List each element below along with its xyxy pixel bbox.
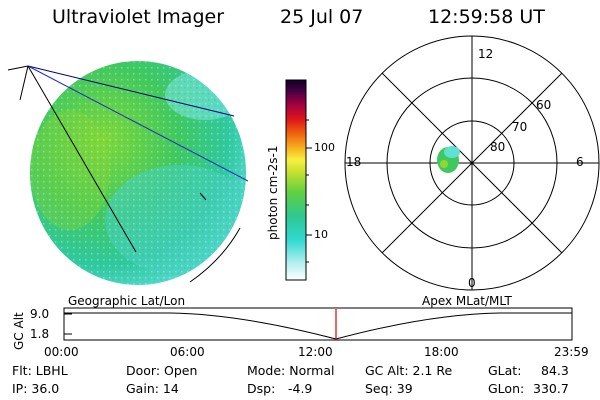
timeline-xtick-0000: 00:00 (44, 345, 79, 359)
info-dsp-value: -4.9 (288, 381, 313, 396)
polar-aurora-blob (437, 146, 460, 173)
colorbar-tick-10: 10 (314, 228, 328, 241)
info-mode: Mode: Normal (247, 363, 335, 378)
colorbar (285, 79, 312, 281)
timeline-xtick-1800: 18:00 (424, 345, 459, 359)
timeline-xtick-1200: 12:00 (298, 345, 333, 359)
info-dsp-label: Dsp: (247, 381, 276, 396)
info-glat-value: 84.3 (541, 363, 569, 378)
lat-label-60: 60 (536, 98, 552, 112)
info-flt: Flt: LBHL (12, 363, 68, 378)
colorbar-tick-100: 100 (314, 141, 335, 154)
colorbar-unit-label: photon cm-2s-1 (266, 145, 280, 241)
mlt-label-6: 6 (576, 155, 584, 169)
lat-label-70: 70 (512, 120, 528, 134)
info-glon-label: GLon: (488, 381, 525, 396)
timeline-right-title: Apex MLat/MLT (422, 294, 512, 308)
time-label: 12:59:58 UT (428, 6, 545, 28)
polar-plot (344, 35, 600, 291)
timeline-ylabel: GC Alt (12, 312, 26, 350)
info-seq: Seq: 39 (365, 381, 413, 396)
date-label: 25 Jul 07 (280, 6, 364, 28)
lat-label-80: 80 (490, 140, 506, 154)
info-door: Door: Open (126, 363, 198, 378)
timeline-ytick-9: 9.0 (30, 307, 50, 321)
instrument-title: Ultraviolet Imager (52, 6, 225, 28)
info-glon-value: 330.7 (533, 381, 569, 396)
timeline-panel (63, 307, 573, 341)
timeline-xtick-0600: 06:00 (170, 345, 205, 359)
mlt-label-12: 12 (478, 47, 494, 61)
mlt-label-18: 18 (346, 155, 362, 169)
earth-disk-image (7, 61, 249, 285)
timeline-xtick-2359: 23:59 (554, 345, 589, 359)
info-gain: Gain: 14 (126, 381, 179, 396)
timeline-ytick-1-8: 1.8 (30, 327, 50, 341)
mlt-label-0: 0 (468, 276, 476, 290)
info-gc-alt: GC Alt: 2.1 Re (365, 363, 453, 378)
info-ip: IP: 36.0 (12, 381, 60, 396)
info-glat-label: GLat: (488, 363, 522, 378)
timeline-left-title: Geographic Lat/Lon (68, 294, 186, 308)
